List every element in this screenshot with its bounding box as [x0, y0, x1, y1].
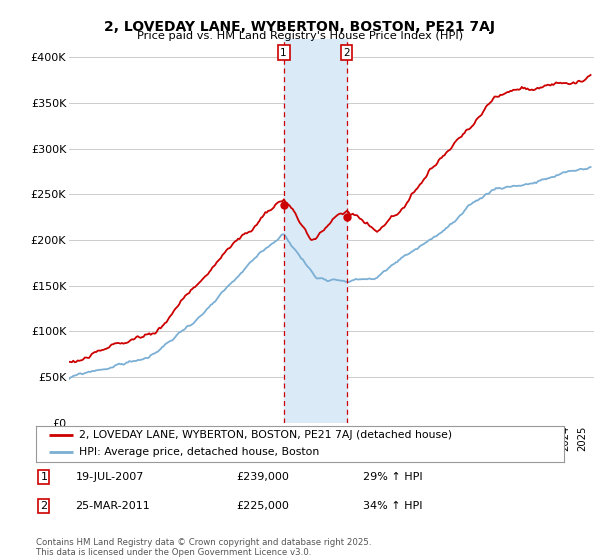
Text: 2, LOVEDAY LANE, WYBERTON, BOSTON, PE21 7AJ (detached house): 2, LOVEDAY LANE, WYBERTON, BOSTON, PE21 … [79, 431, 452, 440]
Bar [284, 39, 347, 423]
Text: £239,000: £239,000 [236, 472, 290, 482]
Text: 2, LOVEDAY LANE, WYBERTON, BOSTON, PE21 7AJ: 2, LOVEDAY LANE, WYBERTON, BOSTON, PE21 … [104, 20, 496, 34]
Text: 34% ↑ HPI: 34% ↑ HPI [364, 501, 423, 511]
Text: Price paid vs. HM Land Registry's House Price Index (HPI): Price paid vs. HM Land Registry's House … [137, 31, 463, 41]
Text: £225,000: £225,000 [236, 501, 290, 511]
Text: 1: 1 [40, 472, 47, 482]
Text: 2: 2 [40, 501, 47, 511]
Text: Contains HM Land Registry data © Crown copyright and database right 2025.
This d: Contains HM Land Registry data © Crown c… [36, 538, 371, 557]
Text: 25-MAR-2011: 25-MAR-2011 [76, 501, 151, 511]
Text: 19-JUL-2007: 19-JUL-2007 [76, 472, 144, 482]
Text: HPI: Average price, detached house, Boston: HPI: Average price, detached house, Bost… [79, 447, 320, 457]
Text: 2: 2 [343, 48, 350, 58]
Text: 29% ↑ HPI: 29% ↑ HPI [364, 472, 423, 482]
Text: 1: 1 [280, 48, 287, 58]
